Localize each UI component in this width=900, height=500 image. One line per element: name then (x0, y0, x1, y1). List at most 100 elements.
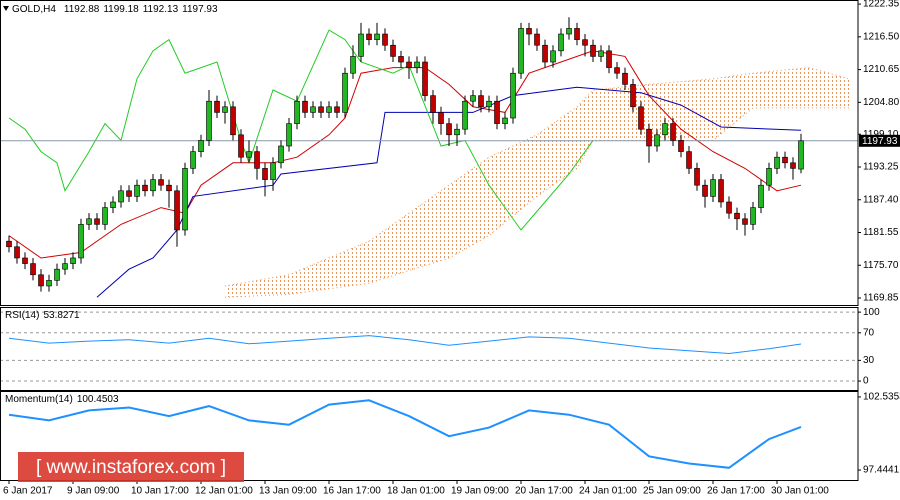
indicator-line (8, 335, 802, 355)
panel-header: RSI(14) 53.8271 (5, 310, 80, 321)
candle-body (254, 151, 260, 169)
candle-body (70, 257, 76, 264)
x-tick-label: 18 Jan 01:00 (387, 486, 445, 497)
candle-body (438, 112, 444, 124)
candle-body (550, 50, 556, 63)
candle-body (358, 33, 364, 57)
candle-body (374, 33, 380, 40)
y-tick-label: 1175.70 (863, 260, 899, 271)
header-icon (3, 6, 9, 11)
candle-body (286, 123, 292, 147)
y-tick-label: 1210.65 (863, 64, 900, 75)
candle-body (598, 50, 604, 57)
candle-body (22, 257, 28, 264)
candle-body (342, 72, 348, 113)
candle-body (222, 106, 228, 113)
candle-body (518, 28, 524, 74)
y-tick-label: 1199.10 (863, 129, 899, 140)
candle-body (574, 28, 580, 40)
x-tick-label: 9 Jan 09:00 (67, 486, 120, 497)
panel-frame (0, 307, 859, 391)
header-open: 1192.88 (64, 4, 100, 15)
candle-body (558, 33, 564, 52)
candle-body (710, 179, 716, 197)
candle-body (182, 168, 188, 231)
candle-body (718, 179, 724, 203)
candle-body (734, 212, 740, 220)
candle-body (390, 44, 396, 57)
candle-body (214, 100, 220, 113)
candle-body (798, 140, 804, 170)
candle-body (742, 218, 748, 225)
candle-body (166, 184, 172, 192)
x-tick-label: 16 Jan 17:00 (323, 486, 381, 497)
candle-body (454, 128, 460, 136)
candle-body (614, 67, 620, 74)
watermark: [ www.instaforex.com ] (36, 457, 226, 478)
candle-body (686, 151, 692, 169)
x-tick-label: 13 Jan 09:00 (259, 486, 317, 497)
x-tick-label: 25 Jan 09:00 (643, 486, 701, 497)
candle-body (486, 100, 492, 108)
candle-body (526, 28, 532, 35)
y-tick-label: 1204.80 (863, 97, 900, 108)
candle-body (590, 44, 596, 57)
candle-body (134, 184, 140, 197)
y-tick-label: 1193.25 (863, 162, 899, 173)
candle-body (110, 201, 116, 208)
cloud-span (224, 107, 849, 298)
candle-body (38, 274, 44, 287)
candle-body (790, 162, 796, 169)
candle-body (646, 128, 652, 147)
x-tick-label: 26 Jan 17:00 (707, 486, 765, 497)
x-tick-label: 20 Jan 17:00 (515, 486, 573, 497)
candle-body (270, 162, 276, 180)
candle-body (102, 207, 108, 225)
candle-body (190, 151, 196, 169)
cloud-span (224, 67, 850, 287)
candle-body (6, 240, 12, 248)
candle-body (566, 28, 572, 35)
chart-header: GOLD,H4 1192.88 1199.18 1192.13 1197.93 (12, 4, 218, 15)
y-tick-label: 1169.85 (863, 293, 899, 304)
candle-body (414, 61, 420, 68)
candle-body (638, 106, 644, 130)
candle-body (510, 72, 516, 119)
candle-body (318, 106, 324, 113)
candle-body (654, 134, 660, 147)
panel-frame (0, 0, 859, 306)
x-tick-label: 19 Jan 09:00 (451, 486, 509, 497)
candle-body (278, 145, 284, 164)
candle-body (430, 95, 436, 113)
candle-body (478, 95, 484, 108)
candle-body (630, 84, 636, 108)
cloud-fill (225, 67, 849, 298)
candle-body (198, 140, 204, 152)
y-tick-label: 30 (863, 355, 875, 366)
candle-body (158, 179, 164, 186)
y-tick-label: 1222.35 (863, 0, 900, 10)
candle-body (726, 201, 732, 214)
candle-body (582, 39, 588, 46)
candle-body (750, 207, 756, 225)
candle-body (534, 33, 540, 46)
symbol: GOLD,H4 (12, 4, 56, 15)
candle-body (238, 134, 244, 158)
indicator-value: 53.8271 (43, 310, 80, 321)
candle-body (46, 280, 52, 287)
candle-body (350, 56, 356, 74)
candle-body (702, 184, 708, 197)
y-tick-label: 1181.55 (863, 227, 899, 238)
x-tick-label: 10 Jan 17:00 (131, 486, 189, 497)
candle-body (782, 156, 788, 164)
candle-body (62, 263, 68, 270)
candle-body (462, 100, 468, 130)
price-label: 1197.93 (862, 136, 898, 147)
indicator-name: Momentum(14) (5, 394, 73, 405)
candle-body (142, 184, 148, 192)
candle-body (662, 123, 668, 136)
candle-body (294, 100, 300, 124)
y-tick-label: 1216.50 (863, 31, 900, 42)
